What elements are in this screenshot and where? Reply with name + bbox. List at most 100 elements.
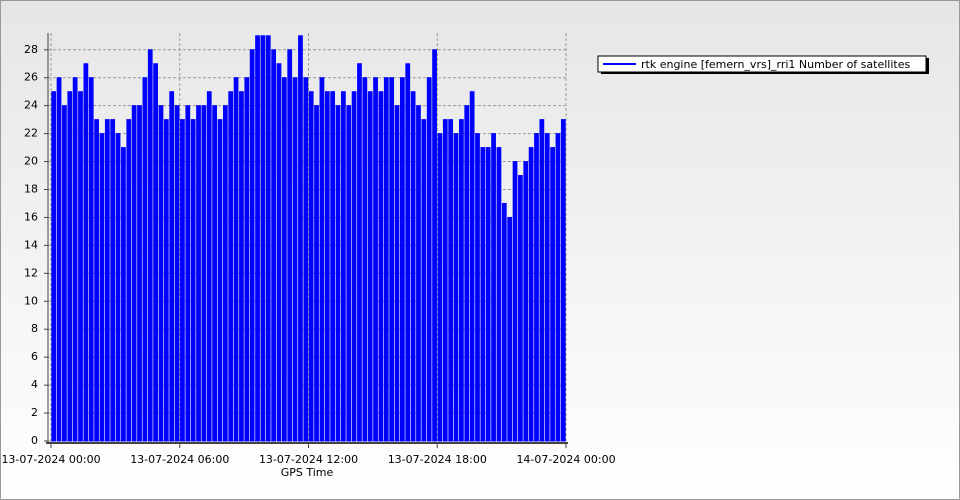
bar: [560, 119, 566, 442]
bar: [72, 77, 78, 442]
x-tick-label: 14-07-2024 00:00: [516, 453, 615, 466]
bar: [475, 133, 480, 442]
bar: [485, 147, 491, 442]
y-tick-label: 24: [24, 99, 38, 112]
bar: [340, 91, 346, 442]
y-tick-label: 0: [31, 434, 38, 447]
bar: [158, 105, 164, 442]
bar: [426, 77, 432, 442]
bar: [276, 63, 282, 442]
bar: [201, 105, 207, 442]
bar: [217, 119, 223, 442]
bar: [163, 119, 169, 442]
bar: [206, 91, 212, 442]
bar: [222, 105, 228, 442]
bar: [62, 105, 67, 442]
bar: [153, 63, 158, 442]
bar: [523, 161, 529, 442]
bar: [421, 119, 427, 442]
x-tick-label: 13-07-2024 00:00: [1, 453, 100, 466]
bar: [512, 161, 518, 442]
bar: [131, 105, 137, 442]
bar: [147, 49, 153, 442]
plot: [51, 35, 566, 442]
bar: [228, 91, 234, 442]
y-tick-label: 4: [31, 378, 38, 391]
bar: [99, 133, 105, 442]
bar: [534, 133, 539, 442]
bar: [491, 133, 496, 442]
bar: [416, 105, 421, 442]
bar: [453, 133, 459, 442]
legend: rtk engine [femern_vrs]_rri1 Number of s…: [597, 55, 929, 74]
bar: [255, 35, 260, 442]
bar: [67, 91, 73, 442]
bar: [51, 91, 57, 442]
bar: [383, 77, 389, 442]
bar: [555, 133, 561, 442]
bar: [88, 77, 94, 442]
y-tick-label: 28: [24, 43, 38, 56]
bar: [292, 77, 298, 442]
legend-label: rtk engine [femern_vrs]_rri1 Number of s…: [641, 58, 910, 71]
bar: [94, 119, 99, 442]
bar: [405, 63, 411, 442]
bar: [110, 119, 116, 442]
bar: [394, 105, 400, 442]
bar: [528, 147, 534, 442]
bar: [550, 147, 555, 442]
bar: [367, 91, 373, 442]
bar: [496, 147, 502, 442]
bar: [121, 147, 126, 442]
bar: [249, 49, 255, 442]
y-tick-label: 10: [24, 294, 38, 307]
bar: [303, 77, 309, 442]
bar: [83, 63, 89, 442]
bar: [464, 105, 470, 442]
bar: [324, 91, 330, 442]
bar: [319, 77, 325, 442]
y-tick-label: 20: [24, 155, 38, 168]
bar: [212, 105, 217, 442]
bar: [233, 77, 239, 442]
bar: [357, 63, 362, 442]
x-tick-label: 13-07-2024 06:00: [130, 453, 229, 466]
bar: [539, 119, 545, 442]
bar: [351, 91, 357, 442]
bar: [410, 91, 416, 442]
bar: [373, 77, 378, 442]
bar: [378, 91, 384, 442]
bar: [137, 105, 142, 442]
y-tick-label: 14: [24, 238, 38, 251]
y-tick-label: 26: [24, 71, 38, 84]
bar: [260, 35, 266, 442]
bar: [196, 105, 201, 442]
bar: [56, 77, 62, 442]
bar: [126, 119, 132, 442]
bar: [287, 49, 293, 442]
bar: [362, 77, 368, 442]
bar: [115, 133, 121, 442]
x-tick-label: 13-07-2024 12:00: [259, 453, 358, 466]
bar: [244, 77, 250, 442]
bar: [185, 105, 191, 442]
bar: [265, 35, 271, 442]
bar: [174, 105, 180, 442]
bar: [469, 91, 475, 442]
bar: [169, 91, 175, 442]
bar: [437, 133, 443, 442]
bar: [330, 91, 336, 442]
y-tick-label: 18: [24, 182, 38, 195]
bar: [104, 119, 110, 442]
bar: [314, 105, 319, 442]
bar: [544, 133, 550, 442]
bar: [78, 91, 83, 442]
bar: [190, 119, 196, 442]
bar: [400, 77, 405, 442]
y-tick-label: 8: [31, 322, 38, 335]
bar: [239, 91, 244, 442]
bar: [448, 119, 454, 442]
bar: [501, 202, 507, 442]
